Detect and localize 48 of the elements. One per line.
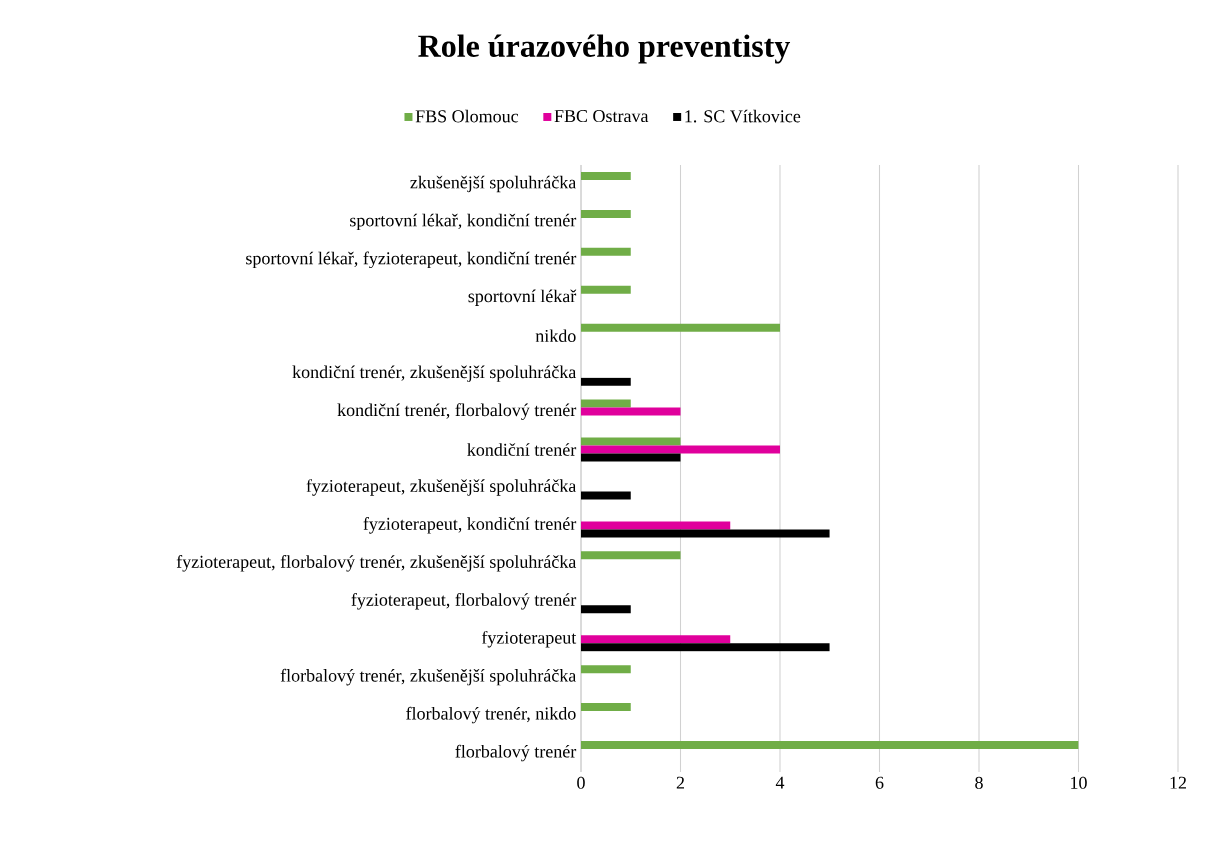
- bar: [581, 703, 631, 712]
- bar: [581, 491, 631, 500]
- legend-label: 1. SC Vítkovice: [685, 109, 801, 123]
- x-tick-label: 0: [577, 776, 585, 789]
- chart-title: Role úrazového preventisty: [418, 34, 791, 64]
- bar: [581, 285, 631, 294]
- y-tick-label: florbalový trenér: [455, 744, 577, 762]
- y-tick-label: fyzioterapeut, zkušenější spoluhráčka: [306, 479, 577, 496]
- x-tick-label: 6: [875, 776, 884, 789]
- bar: [581, 437, 681, 446]
- y-tick-label: fyzioterapeut, florbalový trenér, zkušenější spoluhráčka: [176, 555, 577, 572]
- bar: [581, 445, 780, 454]
- bar: [581, 407, 681, 416]
- bar: [581, 643, 830, 652]
- x-tick-label: 2: [676, 776, 685, 789]
- y-tick-label: florbalový trenér, nikdo: [406, 706, 576, 724]
- bar: [581, 635, 731, 644]
- bar: [581, 521, 731, 530]
- legend-label: FBC Ostrava: [554, 110, 649, 123]
- y-tick-label: fyzioterapeut, florbalový trenér: [351, 592, 577, 610]
- x-tick-label: 8: [975, 776, 983, 789]
- bar: [581, 551, 681, 560]
- y-tick-label: kondiční trenér, zkušenější spoluhráčka: [292, 365, 577, 382]
- bar: [581, 529, 830, 538]
- y-tick-label: kondiční trenér: [467, 443, 577, 456]
- y-tick-label: fyzioterapeut, kondiční trenér: [363, 517, 577, 534]
- x-tick-label: 10: [1071, 776, 1087, 789]
- x-tick-label: 4: [775, 776, 785, 789]
- y-tick-label: zkušenější spoluhráčka: [410, 175, 577, 193]
- bar: [581, 377, 631, 386]
- y-tick-label: kondiční trenér, florbalový trenér: [337, 403, 577, 420]
- bar: [581, 171, 631, 180]
- bar: [581, 247, 631, 256]
- bar: [581, 665, 631, 674]
- legend-label: FBS Olomouc: [415, 109, 519, 123]
- x-tick-label: 12: [1170, 776, 1187, 789]
- y-tick-label: sportovní lékař, fyzioterapeut, kondiční trenér: [246, 251, 577, 269]
- y-tick-label: sportovní lékař, kondiční trenér: [350, 213, 577, 231]
- bar: [581, 399, 631, 408]
- y-tick-label: nikdo: [535, 329, 576, 343]
- bar: [581, 453, 681, 462]
- y-tick-label: florbalový trenér, zkušenější spoluhráčka: [280, 668, 577, 686]
- bar: [581, 605, 631, 614]
- bar: [581, 209, 631, 218]
- bar: [581, 323, 780, 332]
- bar: [581, 741, 1079, 750]
- y-tick-label: fyzioterapeut: [481, 630, 577, 648]
- y-tick-label: sportovní lékař: [468, 289, 577, 306]
